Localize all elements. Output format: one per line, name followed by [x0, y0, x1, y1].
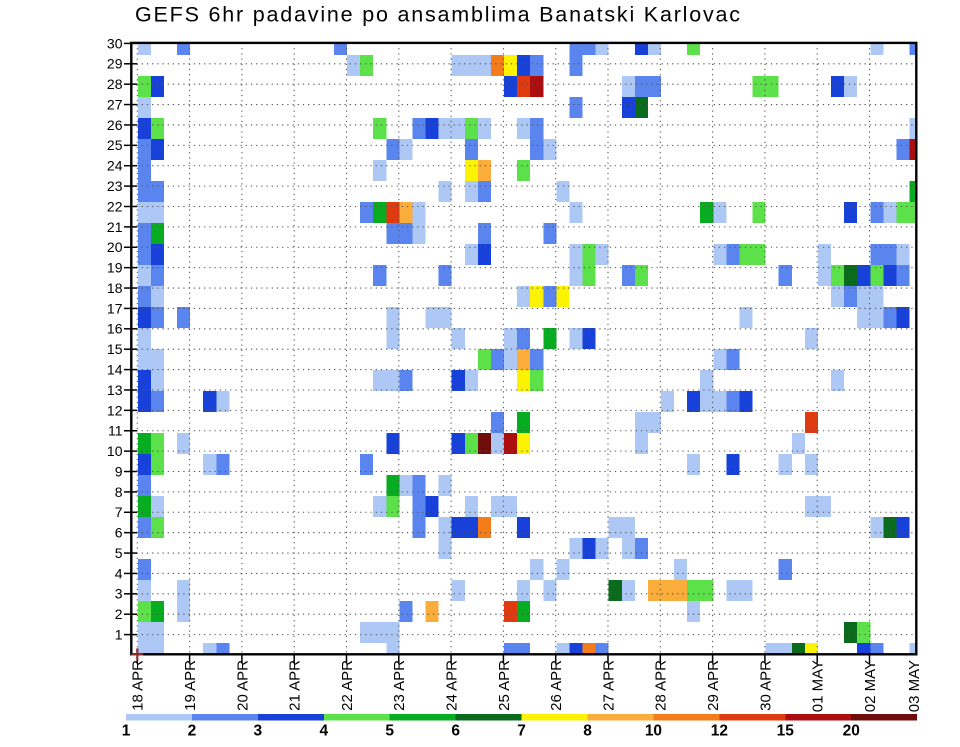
svg-text:21 APR: 21 APR — [287, 660, 304, 711]
svg-text:17: 17 — [107, 300, 123, 316]
svg-text:4: 4 — [319, 723, 328, 740]
svg-text:26 APR: 26 APR — [548, 660, 565, 711]
svg-text:23 APR: 23 APR — [391, 660, 408, 711]
svg-text:01 MAY: 01 MAY — [810, 660, 827, 712]
svg-text:3: 3 — [254, 723, 263, 740]
svg-text:29: 29 — [107, 56, 123, 72]
svg-text:20 APR: 20 APR — [234, 660, 251, 711]
svg-text:24 APR: 24 APR — [444, 660, 461, 711]
svg-text:15: 15 — [107, 341, 123, 357]
svg-text:28: 28 — [107, 76, 123, 92]
svg-text:7: 7 — [517, 723, 526, 740]
svg-text:18 APR: 18 APR — [130, 660, 147, 711]
svg-text:11: 11 — [108, 423, 123, 439]
svg-text:25: 25 — [107, 137, 123, 153]
svg-text:21: 21 — [107, 219, 123, 235]
svg-text:8: 8 — [115, 484, 123, 500]
svg-text:19: 19 — [107, 260, 123, 276]
svg-text:16: 16 — [107, 321, 123, 337]
svg-text:10: 10 — [645, 723, 662, 740]
svg-text:2: 2 — [188, 723, 197, 740]
svg-text:12: 12 — [711, 723, 728, 740]
svg-text:20: 20 — [843, 723, 860, 740]
svg-text:4: 4 — [115, 565, 123, 581]
svg-text:27 APR: 27 APR — [600, 660, 617, 711]
svg-text:15: 15 — [777, 723, 795, 740]
svg-text:3: 3 — [115, 586, 123, 602]
svg-text:1: 1 — [115, 627, 123, 643]
svg-text:14: 14 — [107, 361, 123, 377]
svg-text:26: 26 — [107, 117, 123, 133]
svg-text:8: 8 — [583, 723, 592, 740]
svg-text:27: 27 — [107, 96, 123, 112]
svg-text:22: 22 — [107, 198, 123, 214]
svg-text:29 APR: 29 APR — [705, 660, 722, 711]
svg-text:25 APR: 25 APR — [496, 660, 513, 711]
svg-text:03 MAY: 03 MAY — [906, 660, 923, 712]
svg-text:28 APR: 28 APR — [653, 660, 670, 711]
svg-text:20: 20 — [107, 239, 123, 255]
svg-text:13: 13 — [107, 382, 123, 398]
svg-text:19 APR: 19 APR — [182, 660, 199, 711]
svg-text:5: 5 — [115, 545, 123, 561]
svg-text:22 APR: 22 APR — [339, 660, 356, 711]
svg-text:18: 18 — [107, 280, 123, 296]
svg-text:1: 1 — [122, 723, 131, 740]
svg-text:6: 6 — [451, 723, 460, 740]
svg-text:30: 30 — [107, 35, 123, 51]
svg-text:12: 12 — [107, 402, 123, 418]
svg-text:02 MAY: 02 MAY — [862, 660, 879, 712]
svg-text:7: 7 — [115, 504, 123, 520]
svg-text:5: 5 — [385, 723, 394, 740]
svg-text:2: 2 — [115, 606, 123, 622]
svg-text:9: 9 — [115, 463, 123, 479]
svg-text:24: 24 — [107, 158, 123, 174]
svg-text:6: 6 — [115, 525, 123, 541]
svg-text:30 APR: 30 APR — [757, 660, 774, 711]
svg-text:10: 10 — [107, 443, 123, 459]
svg-text:23: 23 — [107, 178, 123, 194]
svg-text:GEFS 6hr padavine po ansamblim: GEFS 6hr padavine po ansamblima Banatski… — [135, 3, 742, 27]
